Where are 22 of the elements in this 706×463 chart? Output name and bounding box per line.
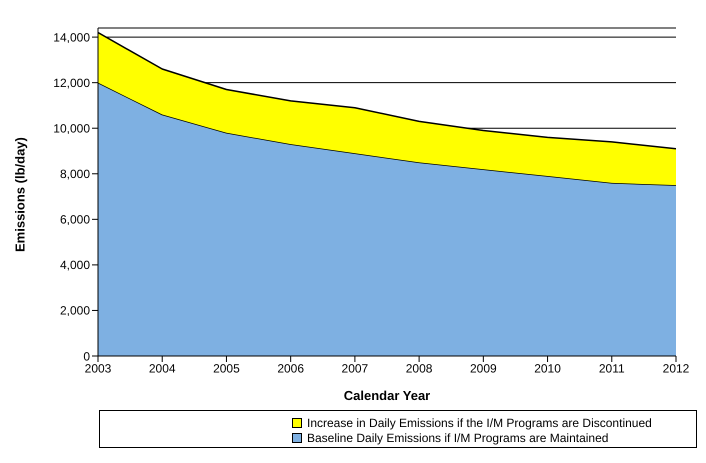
x-axis-title: Calendar Year xyxy=(344,388,430,403)
x-tick-label: 2012 xyxy=(662,362,690,376)
x-tick-label: 2010 xyxy=(534,362,562,376)
y-tick-label: 0 xyxy=(83,349,90,364)
y-tick-label: 10,000 xyxy=(53,121,90,136)
y-tick-label: 12,000 xyxy=(53,76,90,90)
y-axis-title: Emissions (lb/day) xyxy=(12,137,28,252)
x-tick-label: 2005 xyxy=(213,362,240,376)
legend-label: Increase in Daily Emissions if the I/M Programs are Discontinued xyxy=(307,416,652,430)
x-tick-label: 2007 xyxy=(342,362,369,376)
y-tick-label: 4,000 xyxy=(60,258,90,272)
x-tick-label: 2004 xyxy=(148,362,176,376)
y-tick-label: 2,000 xyxy=(60,304,90,318)
y-tick-label: 8,000 xyxy=(60,167,90,182)
y-tick-label: 6,000 xyxy=(60,212,90,227)
x-tick-label: 2011 xyxy=(598,362,625,376)
legend-label: Baseline Daily Emissions if I/M Programs are Maintained xyxy=(307,430,608,444)
x-tick-label: 2003 xyxy=(84,362,112,376)
y-tick-label: 14,000 xyxy=(53,30,90,44)
x-tick-label: 2008 xyxy=(406,362,433,376)
x-tick-label: 2009 xyxy=(470,362,498,376)
x-tick-label: 2006 xyxy=(277,362,304,376)
